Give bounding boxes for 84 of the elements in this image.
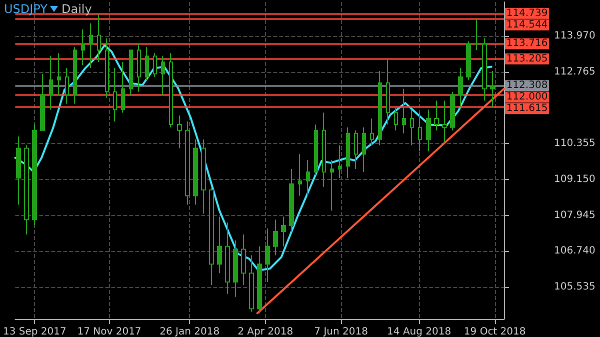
candlestick	[402, 88, 406, 134]
x-tick-label: 14 Aug 2018	[387, 326, 452, 337]
candlestick	[362, 126, 366, 173]
candlestick	[24, 144, 29, 235]
candlestick	[442, 100, 447, 143]
candlestick	[129, 50, 133, 96]
candlestick	[241, 234, 246, 286]
candlestick	[450, 91, 455, 131]
candlestick	[121, 62, 125, 114]
ref-line-label: 113.205	[506, 53, 548, 64]
candlestick	[153, 52, 157, 78]
candlestick	[49, 56, 53, 110]
y-tick-label: 106.740	[554, 246, 596, 257]
ref-line-label: 114.544	[506, 19, 548, 30]
x-tick-label: 26 Jan 2018	[160, 326, 220, 337]
chart-subtitle: Daily	[61, 2, 92, 16]
x-tick-label: 2 Apr 2018	[238, 326, 294, 337]
y-tick-label: 107.945	[554, 210, 596, 221]
candlestick	[161, 56, 165, 96]
candlestick	[137, 44, 141, 92]
ref-line-label: 112.000	[506, 92, 548, 103]
candlestick	[113, 67, 117, 122]
candlestick	[65, 67, 69, 104]
candlestick	[273, 219, 278, 256]
candlestick	[466, 40, 471, 80]
candlestick	[346, 126, 350, 178]
y-tick-label: 109.150	[554, 174, 596, 185]
candlestick	[354, 130, 358, 170]
y-tick-label: 112.765	[554, 66, 596, 78]
candlestick	[314, 124, 318, 176]
line-series	[14, 44, 492, 272]
candlestick	[386, 58, 390, 125]
candlestick	[265, 228, 270, 282]
candlestick	[394, 106, 398, 131]
candlestick	[249, 254, 254, 312]
candlestick	[201, 138, 206, 214]
y-tick-label: 105.535	[554, 281, 596, 292]
candlestick	[370, 118, 374, 146]
candlestick	[298, 154, 302, 196]
candlestick	[40, 73, 45, 131]
candlestick	[306, 160, 310, 196]
candlestick	[97, 14, 101, 63]
candlestick	[257, 246, 262, 314]
chart-title: USDJPY	[4, 2, 48, 16]
candlestick	[169, 52, 173, 128]
candlestick	[289, 168, 294, 232]
candlestick	[410, 109, 414, 146]
candlestick	[458, 67, 463, 108]
ref-line-label: 114.739	[506, 8, 548, 19]
candlestick	[145, 46, 149, 80]
candlestick	[338, 144, 342, 178]
candlestick	[474, 18, 479, 51]
x-tick-label: 7 Jun 2018	[314, 326, 368, 337]
ref-line-label: 111.615	[506, 103, 548, 114]
candlestick	[32, 124, 37, 226]
candlestick	[482, 38, 487, 102]
candlestick	[185, 120, 190, 206]
candlestick	[330, 160, 334, 212]
candlestick	[81, 28, 85, 66]
ref-line-label: 113.716	[506, 38, 548, 50]
candlestick	[281, 216, 286, 247]
candlestick	[378, 70, 382, 146]
x-tick-label: 17 Nov 2017	[77, 326, 142, 337]
x-tick-label: 19 Oct 2018	[464, 326, 526, 337]
y-tick-label: 110.355	[554, 138, 596, 150]
candlestick	[57, 52, 61, 96]
candlestick	[16, 136, 21, 206]
candlestick	[426, 109, 431, 152]
candlestick	[73, 46, 77, 104]
candlestick	[418, 112, 422, 152]
candlestick	[89, 22, 93, 68]
candlestick	[322, 112, 326, 188]
candlestick	[217, 216, 222, 274]
candlestick	[233, 240, 238, 298]
y-tick-label: 113.970	[554, 30, 596, 42]
candlestick	[490, 70, 495, 108]
candlestick	[105, 38, 109, 98]
candlestick	[434, 100, 439, 131]
ref-line-label: 112.308	[506, 80, 548, 92]
x-tick-label: 13 Sep 2017	[2, 326, 66, 337]
candlestick	[177, 115, 182, 149]
candlestick	[225, 222, 230, 294]
candlestick	[209, 186, 214, 286]
candlestick	[193, 138, 198, 206]
